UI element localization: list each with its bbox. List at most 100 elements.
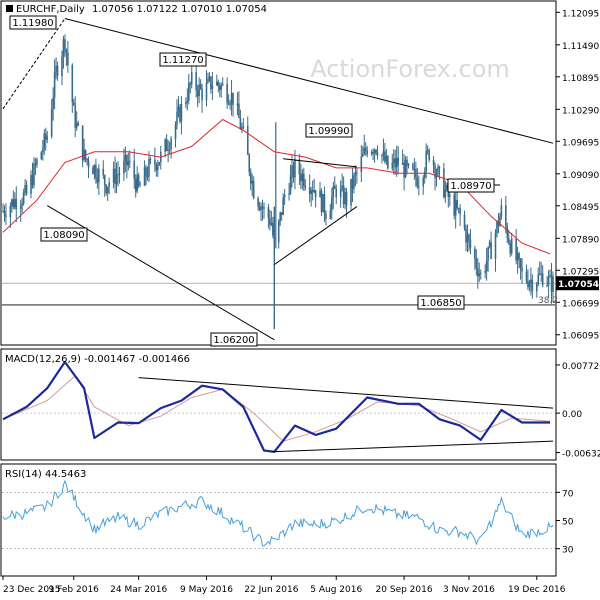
candle-body <box>319 190 321 198</box>
price-annotation: 1.06200 <box>210 332 258 347</box>
candle-body <box>527 280 529 288</box>
candle-body <box>201 88 203 101</box>
candle-body <box>239 118 242 129</box>
candle-body <box>372 151 374 154</box>
candle-body <box>105 185 108 193</box>
candle-body <box>465 228 467 243</box>
price-y-tick-label: 1.07295 <box>562 267 599 277</box>
candle-body <box>329 210 332 220</box>
candle-body <box>384 151 386 162</box>
candle-body <box>227 102 230 105</box>
watermark-text: ActionForex.com <box>310 55 510 83</box>
candle-body <box>126 155 128 166</box>
candle-body <box>84 150 87 159</box>
candle-body <box>118 173 121 175</box>
candle-body <box>263 207 265 209</box>
candle-body <box>92 167 94 175</box>
candle-body <box>34 163 37 165</box>
candle-body <box>251 181 253 184</box>
price-y-tick-label: 1.12095 <box>562 9 599 19</box>
candle-body <box>136 175 138 192</box>
candle-body <box>117 174 119 176</box>
candle-body <box>12 199 15 208</box>
candle-body <box>381 155 383 157</box>
candle-body <box>416 177 419 187</box>
candle-body <box>186 100 189 103</box>
price-y-tick-label: 1.06699 <box>562 299 599 309</box>
candle-body <box>226 83 228 103</box>
candle-body <box>510 238 513 254</box>
candle-body <box>466 234 469 243</box>
candle-body <box>448 194 451 197</box>
candle-body <box>157 165 159 171</box>
x-tick-label: 3 Nov 2016 <box>443 585 495 595</box>
candle-body <box>525 271 528 281</box>
candle-body <box>168 148 171 150</box>
candle-body <box>538 273 541 275</box>
price-annotation: 1.11980 <box>9 15 57 30</box>
candle-body <box>550 275 553 292</box>
rsi-line <box>2 479 554 547</box>
annotation-box <box>9 15 57 30</box>
candle-body <box>385 156 388 162</box>
candle-body <box>342 185 345 205</box>
candle-body <box>454 200 457 216</box>
candle-body <box>272 222 274 236</box>
candle-body <box>270 222 273 225</box>
candle-body <box>418 186 420 188</box>
candle-body <box>325 213 327 220</box>
candle-body <box>300 174 302 182</box>
candle-body <box>403 162 405 178</box>
price-annotation: 1.08970 <box>447 178 495 193</box>
candle-body <box>260 206 262 210</box>
rsi-y-tick-label: 70 <box>562 489 574 499</box>
candle-body <box>443 168 445 198</box>
price-panel-frame <box>0 0 557 346</box>
candle-body <box>344 192 346 205</box>
candle-body <box>65 49 68 53</box>
candle-body <box>180 103 183 122</box>
candle-body <box>33 163 35 186</box>
candle-body <box>164 139 166 152</box>
candle-body <box>366 150 369 154</box>
candle-body <box>13 198 16 208</box>
candle-body <box>127 161 130 166</box>
candle-body <box>267 207 270 219</box>
candle-body <box>361 153 364 157</box>
candle-body <box>199 84 202 89</box>
candle-body <box>292 165 295 178</box>
candle-body <box>143 167 146 186</box>
price-y-tick-label: 1.11490 <box>562 42 599 52</box>
candle-body <box>487 246 489 261</box>
candle-body <box>518 253 520 259</box>
candle-body <box>21 203 23 206</box>
candle-body <box>507 238 510 243</box>
fib-level-label: 38.2 <box>538 296 558 306</box>
candle-body <box>174 124 177 139</box>
candle-body <box>479 272 482 274</box>
candle-body <box>422 177 425 187</box>
candle-body <box>52 97 54 110</box>
candle-body <box>198 84 200 97</box>
candle-body <box>478 273 481 277</box>
candle-body <box>291 165 293 176</box>
candle-body <box>535 283 538 292</box>
candle-body <box>134 179 137 192</box>
candle-body <box>42 149 44 153</box>
candle-body <box>43 133 46 150</box>
candle-body <box>179 106 181 122</box>
candle-body <box>288 193 290 195</box>
annotation-label: 1.06200 <box>213 335 254 346</box>
macd-trendline <box>138 377 554 409</box>
candle-body <box>505 205 507 227</box>
candle-body <box>425 150 427 172</box>
symbol-marker <box>6 5 13 12</box>
x-tick-label: 9 Feb 2016 <box>49 585 100 595</box>
x-tick-label: 20 Sep 2016 <box>376 585 433 595</box>
candle-body <box>499 216 501 227</box>
candle-body <box>280 212 283 215</box>
candle-body <box>74 105 77 128</box>
candle-body <box>373 149 376 154</box>
candle-body <box>354 172 357 176</box>
